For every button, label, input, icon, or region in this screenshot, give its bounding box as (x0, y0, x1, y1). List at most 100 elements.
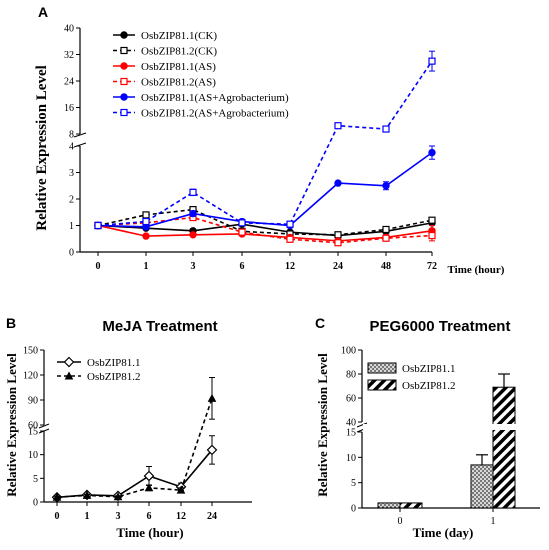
series-1 (399, 373, 516, 509)
data-point (382, 182, 390, 190)
data-point (334, 231, 342, 239)
x-tick-label: 12 (176, 511, 186, 522)
y-tick-label: 1 (69, 221, 74, 232)
y-tick-label: 40 (346, 418, 356, 429)
y-tick-label: 5 (351, 478, 356, 489)
data-point (334, 122, 342, 130)
legend-swatch (367, 379, 397, 391)
data-point (142, 211, 150, 219)
legend-marker (120, 31, 128, 39)
legend-label: OsbZIP81.2 (402, 380, 455, 392)
y-tick-label: 10 (346, 453, 356, 464)
panel-c: C PEG6000 Treatment Relative Expression … (315, 315, 540, 540)
series-line (97, 222, 433, 237)
panel-a-label: A (38, 4, 48, 20)
legend-label: OsbZIP81.1(AS) (141, 61, 216, 73)
data-point (82, 490, 92, 499)
series-line (56, 398, 213, 499)
panel-b-xlabel: Time (hour) (116, 525, 183, 540)
y-tick-label: 32 (64, 50, 74, 61)
x-tick-label: 6 (240, 261, 245, 272)
legend-label: OsbZIP81.1(CK) (141, 30, 217, 42)
data-point (286, 235, 294, 243)
y-tick-label: 60 (346, 394, 356, 405)
y-tick-label: 120 (23, 371, 38, 382)
data-point (189, 188, 197, 196)
series-5 (94, 50, 436, 230)
panel-a-ylabel: Relative Expression Level (34, 65, 50, 231)
data-point (189, 231, 197, 239)
panel-b: B MeJA Treatment Relative Expression Lev… (4, 315, 252, 540)
panel-c-title: PEG6000 Treatment (370, 318, 511, 335)
y-tick-label: 5 (33, 474, 38, 485)
y-tick-label: 60 (28, 421, 38, 432)
legend-label: OsbZIP81.1(AS+Agrobacterium) (141, 92, 289, 104)
panel-c-axis-break-mark (356, 422, 368, 428)
data-point (286, 220, 294, 228)
data-point (142, 217, 150, 226)
panel-a-axis-break-mark (73, 132, 87, 138)
y-tick-label: 0 (69, 248, 74, 259)
y-tick-label: 4 (69, 142, 74, 153)
series-0 (377, 454, 494, 509)
y-tick-label: 80 (346, 370, 356, 381)
legend-label: OsbZIP81.2(AS) (141, 77, 216, 89)
legend-marker (120, 93, 128, 101)
legend-marker (120, 108, 128, 117)
y-tick-label: 100 (341, 346, 356, 357)
x-tick-label: 1 (491, 516, 496, 527)
legend-marker (120, 46, 128, 55)
y-tick-label: 0 (351, 504, 356, 515)
series-line (97, 216, 433, 244)
data-point (206, 444, 218, 456)
y-tick-label: 8 (69, 130, 74, 141)
legend-entry: OsbZIP81.1 (57, 356, 140, 369)
data-point (428, 216, 436, 224)
y-tick-label: 24 (64, 77, 74, 88)
series-line (56, 449, 213, 499)
legend-entry: OsbZIP81.2 (57, 371, 140, 383)
x-tick-label: 3 (191, 261, 196, 272)
legend-entry: OsbZIP81.1(AS) (113, 61, 216, 73)
x-tick-label: 6 (147, 511, 152, 522)
legend-entry: OsbZIP81.2 (367, 379, 455, 392)
legend-entry: OsbZIP81.1(AS+Agrobacterium) (113, 92, 289, 104)
y-tick-label: 15 (346, 428, 356, 439)
axis-break-gap (363, 424, 539, 430)
panel-c-ylabel: Relative Expression Level (315, 353, 330, 497)
y-tick-label: 10 (28, 450, 38, 461)
x-tick-label: 24 (207, 511, 217, 522)
data-point (334, 239, 342, 247)
data-point (238, 228, 246, 236)
legend-marker (120, 77, 128, 86)
data-point (428, 231, 436, 240)
data-point (143, 470, 155, 482)
data-point (144, 483, 154, 492)
x-tick-label: 1 (85, 511, 90, 522)
legend-label: OsbZIP81.2(CK) (141, 46, 217, 58)
x-tick-label: 48 (381, 261, 391, 272)
data-point (52, 492, 62, 501)
legend-marker (120, 62, 128, 70)
data-point (207, 393, 217, 402)
panel-a: A Relative Expression Level Time (hour) … (34, 4, 505, 276)
panel-b-title: MeJA Treatment (102, 318, 217, 335)
legend-label: OsbZIP81.1 (402, 363, 455, 375)
data-point (238, 219, 246, 227)
y-tick-label: 2 (69, 195, 74, 206)
x-tick-label: 72 (427, 261, 437, 272)
legend-marker (64, 371, 74, 380)
legend-label: OsbZIP81.2 (87, 371, 140, 383)
panel-c-label: C (315, 315, 325, 331)
data-point (94, 221, 102, 230)
legend-entry: OsbZIP81.2(CK) (113, 46, 217, 58)
series-1 (52, 377, 217, 501)
data-point (428, 57, 436, 65)
x-tick-label: 24 (333, 261, 343, 272)
series-line (97, 208, 433, 236)
x-tick-label: 12 (285, 261, 295, 272)
y-tick-label: 150 (23, 346, 38, 357)
legend-label: OsbZIP81.1 (87, 357, 140, 369)
panel-b-axis-break-mark (38, 423, 50, 429)
data-point (189, 209, 197, 218)
